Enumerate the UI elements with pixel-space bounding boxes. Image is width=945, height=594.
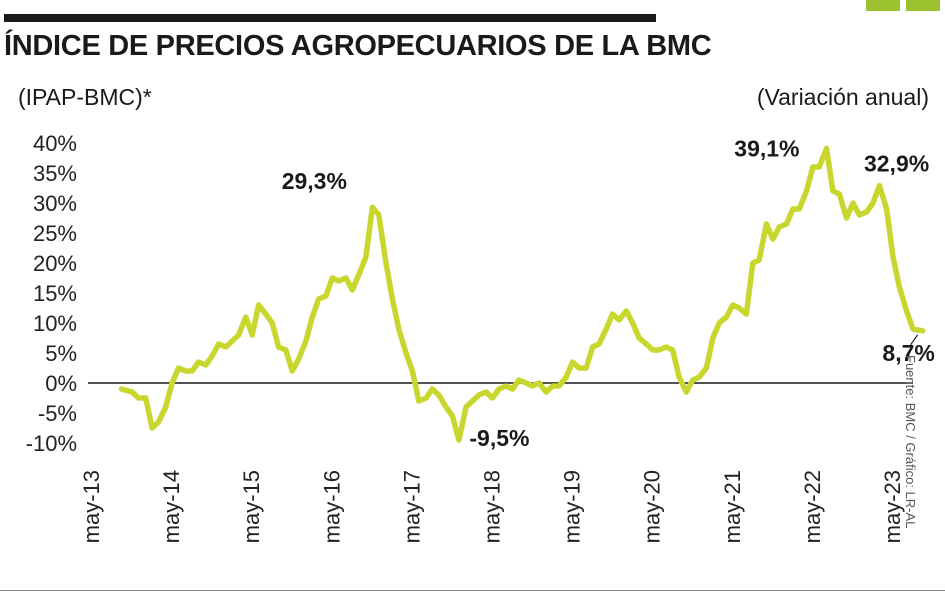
x-tick-label: may-15: [239, 470, 264, 543]
x-tick-label: may-23: [880, 470, 905, 543]
y-tick-label: 25%: [33, 221, 77, 246]
x-tick-label: may-19: [560, 470, 585, 543]
series-line: [118, 145, 926, 443]
index-label: (IPAP-BMC)*: [18, 84, 152, 110]
top-rule: [4, 14, 656, 22]
data-label: -9,5%: [469, 425, 529, 451]
y-tick-label: 0%: [45, 371, 77, 396]
x-tick-label: may-18: [480, 470, 505, 543]
x-tick-label: may-17: [399, 470, 424, 543]
x-tick-label: may-22: [800, 470, 825, 543]
x-tick-label: may-20: [640, 470, 665, 543]
corner-square-right: [906, 0, 940, 11]
corner-square-left: [866, 0, 900, 11]
x-tick-label: may-13: [79, 470, 104, 543]
x-tick-label: may-21: [720, 470, 745, 543]
y-tick-label: 30%: [33, 191, 77, 216]
data-label: 29,3%: [282, 168, 347, 194]
x-tick-label: may-16: [319, 470, 344, 543]
y-tick-label: 15%: [33, 281, 77, 306]
data-label: 32,9%: [864, 151, 929, 177]
chart-title: ÍNDICE DE PRECIOS AGROPECUARIOS DE LA BM…: [4, 30, 712, 62]
y-tick-label: -10%: [26, 431, 77, 456]
y-tick-label: 40%: [33, 131, 77, 156]
x-tick-label: may-14: [159, 470, 184, 543]
data-label: 8,7%: [882, 340, 934, 366]
source-note: Fuente: BMC / Gráfico: LR-AL: [903, 355, 918, 529]
bottom-rule: [0, 590, 945, 591]
y-tick-label: 35%: [33, 161, 77, 186]
y-tick-label: 5%: [45, 341, 77, 366]
y-tick-label: 20%: [33, 251, 77, 276]
y-tick-label: 10%: [33, 311, 77, 336]
unit-label: (Variación anual): [756, 84, 929, 110]
data-label: 39,1%: [734, 135, 799, 161]
y-tick-label: -5%: [38, 401, 77, 426]
data-label-leader: [910, 334, 919, 346]
